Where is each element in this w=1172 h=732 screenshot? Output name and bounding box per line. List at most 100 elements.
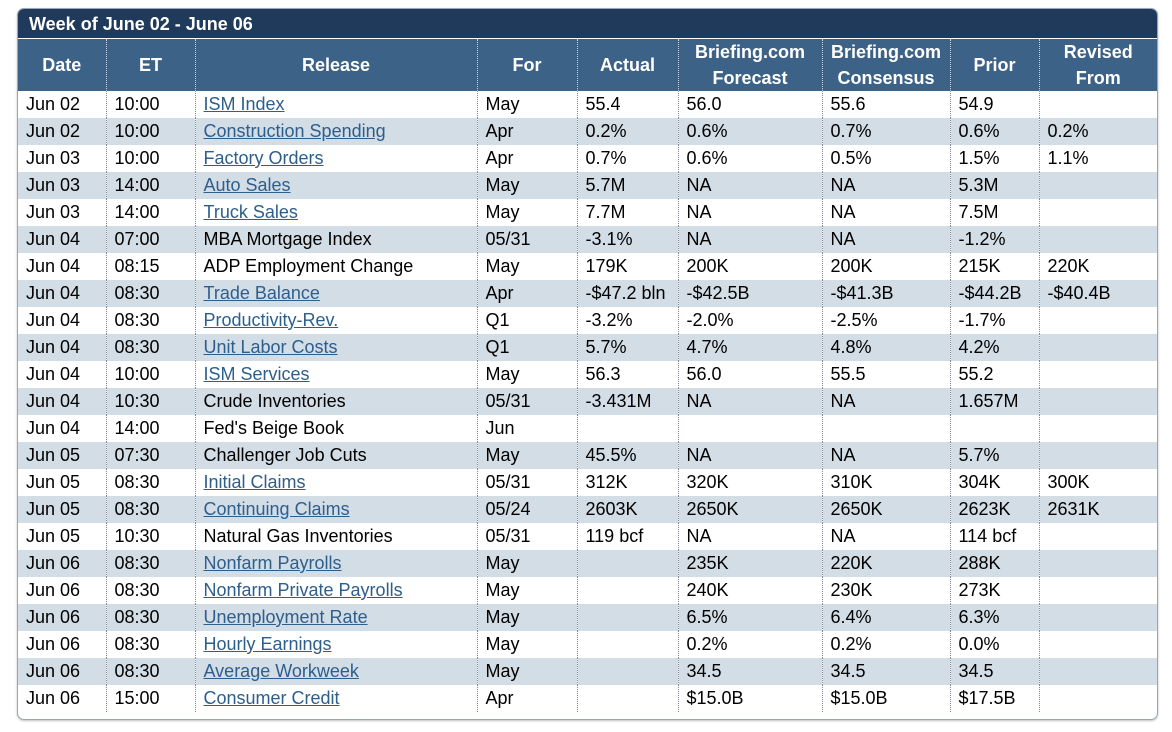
cell-for: May (477, 658, 578, 685)
cell-date: Jun 04 (18, 388, 107, 415)
cell-consensus: $15.0B (822, 685, 951, 712)
cell-prior: 55.2 (950, 361, 1040, 388)
cell-forecast: 34.5 (678, 658, 823, 685)
header-row: Date ET Release For Actual Briefing.com … (18, 39, 1157, 91)
cell-release: Continuing Claims (195, 496, 478, 523)
table-row: Jun 02 10:00 ISM Index May 55.4 56.0 55.6 54.9 (18, 91, 1157, 118)
cell-prior: 5.7% (950, 442, 1040, 469)
cell-for: May (477, 91, 578, 118)
table-row: Jun 03 10:00 Factory Orders Apr 0.7% 0.6% 0.5%… (18, 145, 1157, 172)
cell-date: Jun 06 (18, 631, 107, 658)
cell-prior: 215K (950, 253, 1040, 280)
header-forecast: Briefing.com Forecast (678, 39, 823, 91)
cell-revised-from: -$40.4B (1039, 280, 1157, 307)
cell-revised-from: 300K (1039, 469, 1157, 496)
cell-prior: -1.2% (950, 226, 1040, 253)
cell-et: 08:30 (106, 658, 196, 685)
table-row: Jun 04 07:00 MBA Mortgage Index 05/31 -3.1% N… (18, 226, 1157, 253)
cell-forecast: 240K (678, 577, 823, 604)
cell-release: Consumer Credit (195, 685, 478, 712)
release-link[interactable]: Unemployment Rate (203, 607, 368, 627)
table-row: Jun 06 08:30 Nonfarm Payrolls May 235K 220K 28… (18, 550, 1157, 577)
release-link[interactable]: Nonfarm Payrolls (203, 553, 342, 573)
cell-forecast: 0.6% (678, 145, 823, 172)
cell-forecast: NA (678, 226, 823, 253)
cell-forecast: 56.0 (678, 91, 823, 118)
table-row: Jun 06 08:30 Average Workweek May 34.5 34.5 34… (18, 658, 1157, 685)
release-link[interactable]: Average Workweek (203, 661, 359, 681)
cell-consensus: NA (822, 172, 951, 199)
table-row: Jun 04 08:30 Unit Labor Costs Q1 5.7% 4.7% 4.8… (18, 334, 1157, 361)
cell-date: Jun 05 (18, 496, 107, 523)
cell-forecast: $15.0B (678, 685, 823, 712)
release-link[interactable]: Trade Balance (203, 283, 320, 303)
cell-revised-from (1039, 226, 1157, 253)
cell-actual: 2603K (577, 496, 679, 523)
cell-forecast: 2650K (678, 496, 823, 523)
cell-date: Jun 03 (18, 145, 107, 172)
cell-for: Apr (477, 685, 578, 712)
cell-consensus: 220K (822, 550, 951, 577)
cell-revised-from: 2631K (1039, 496, 1157, 523)
release-link[interactable]: ISM Services (203, 364, 310, 384)
cell-release: Unemployment Rate (195, 604, 478, 631)
cell-prior: -1.7% (950, 307, 1040, 334)
cell-date: Jun 06 (18, 550, 107, 577)
release-link[interactable]: Auto Sales (203, 175, 291, 195)
cell-prior: 7.5M (950, 199, 1040, 226)
cell-et: 08:30 (106, 469, 196, 496)
cell-forecast: -$42.5B (678, 280, 823, 307)
table-row: Jun 03 14:00 Auto Sales May 5.7M NA NA 5.3M (18, 172, 1157, 199)
cell-for: 05/31 (477, 523, 578, 550)
release-link[interactable]: Consumer Credit (203, 688, 340, 708)
cell-actual: 179K (577, 253, 679, 280)
table-row: Jun 04 08:30 Trade Balance Apr -$47.2 bln -$4… (18, 280, 1157, 307)
cell-for: 05/31 (477, 226, 578, 253)
cell-revised-from (1039, 577, 1157, 604)
cell-et: 08:30 (106, 334, 196, 361)
release-link[interactable]: Factory Orders (203, 148, 324, 168)
cell-release: ADP Employment Change (195, 253, 478, 280)
cell-for: Apr (477, 280, 578, 307)
cell-et: 14:00 (106, 172, 196, 199)
cell-release: Challenger Job Cuts (195, 442, 478, 469)
cell-revised-from: 220K (1039, 253, 1157, 280)
cell-actual: 45.5% (577, 442, 679, 469)
cell-consensus: 55.5 (822, 361, 951, 388)
cell-et: 14:00 (106, 199, 196, 226)
cell-actual: 0.2% (577, 118, 679, 145)
release-link[interactable]: Hourly Earnings (203, 634, 332, 654)
release-link[interactable]: Construction Spending (203, 121, 386, 141)
cell-prior: 2623K (950, 496, 1040, 523)
cell-date: Jun 04 (18, 280, 107, 307)
cell-actual: 312K (577, 469, 679, 496)
cell-release: Construction Spending (195, 118, 478, 145)
cell-revised-from (1039, 91, 1157, 118)
release-link[interactable]: Continuing Claims (203, 499, 350, 519)
release-link[interactable]: Unit Labor Costs (203, 337, 338, 357)
release-link[interactable]: Productivity-Rev. (203, 310, 339, 330)
cell-for: May (477, 577, 578, 604)
release-link[interactable]: Initial Claims (203, 472, 306, 492)
cell-revised-from (1039, 307, 1157, 334)
cell-forecast: 0.2% (678, 631, 823, 658)
release-link[interactable]: Nonfarm Private Payrolls (203, 580, 403, 600)
release-link[interactable]: ISM Index (203, 94, 285, 114)
cell-prior: $17.5B (950, 685, 1040, 712)
release-link[interactable]: Truck Sales (203, 202, 298, 222)
cell-et: 10:00 (106, 145, 196, 172)
cell-for: Q1 (477, 307, 578, 334)
table-row: Jun 06 08:30 Unemployment Rate May 6.5% 6.4% 6… (18, 604, 1157, 631)
economic-calendar-table: Date ET Release For Actual Briefing.com … (18, 39, 1157, 712)
table-row: Jun 05 10:30 Natural Gas Inventories 05/31 1… (18, 523, 1157, 550)
cell-et: 07:30 (106, 442, 196, 469)
cell-actual (577, 685, 679, 712)
cell-revised-from (1039, 604, 1157, 631)
cell-for: Jun (477, 415, 578, 442)
cell-prior: 1.657M (950, 388, 1040, 415)
cell-for: May (477, 361, 578, 388)
cell-et: 08:30 (106, 550, 196, 577)
cell-date: Jun 02 (18, 91, 107, 118)
cell-consensus: 0.5% (822, 145, 951, 172)
cell-forecast: NA (678, 199, 823, 226)
